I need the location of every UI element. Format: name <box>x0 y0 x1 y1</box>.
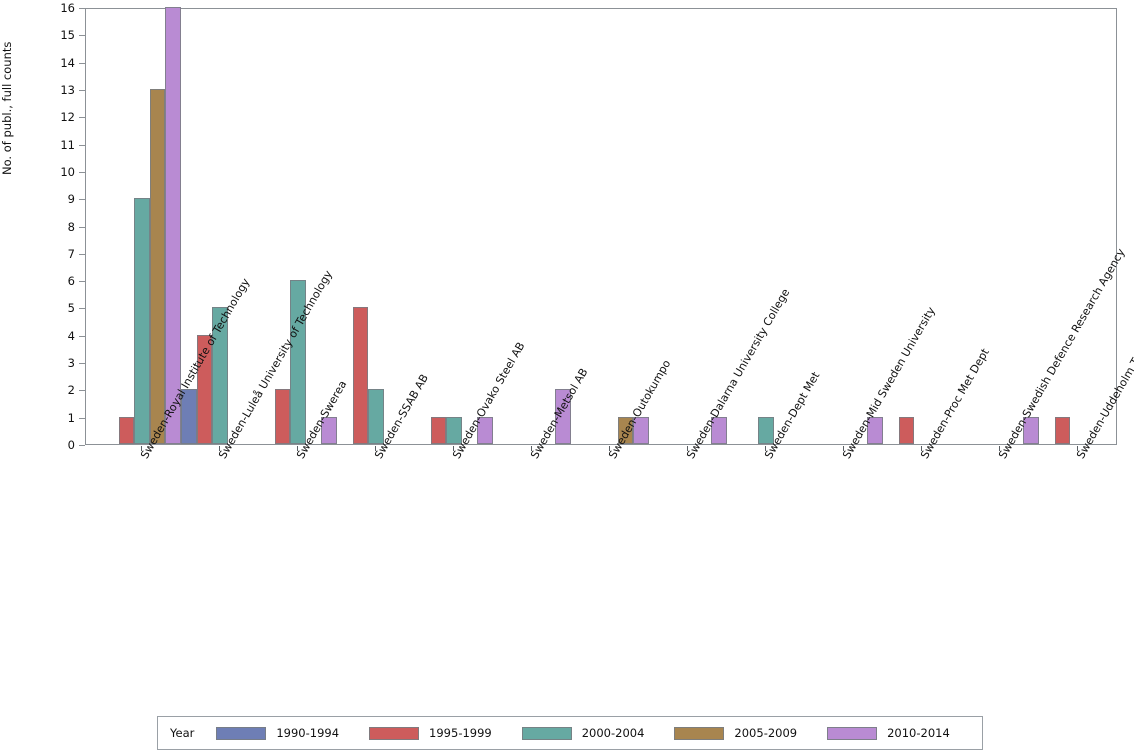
legend-swatch-icon <box>216 726 267 740</box>
y-tick-mark <box>79 253 85 255</box>
legend-label: 2005-2009 <box>734 726 798 740</box>
bar <box>196 334 212 444</box>
legend-title: Year <box>170 726 195 740</box>
bar <box>711 416 727 444</box>
y-tick-label: 1 <box>67 410 75 425</box>
bars-container <box>86 7 1116 444</box>
y-tick-mark <box>79 62 85 64</box>
bar <box>898 416 914 444</box>
y-tick-label: 9 <box>67 192 75 207</box>
y-tick-label: 11 <box>60 137 75 152</box>
legend-label: 2000-2004 <box>581 726 645 740</box>
bar <box>633 416 649 444</box>
legend-item[interactable]: 2010-2014 <box>827 726 950 740</box>
bar <box>134 198 150 444</box>
legend-swatch-icon <box>674 726 725 740</box>
legend-label: 1990-1994 <box>276 726 340 740</box>
y-tick-mark <box>79 281 85 283</box>
y-tick-mark <box>79 199 85 201</box>
x-tick-mark <box>452 446 454 451</box>
x-tick-mark <box>686 446 688 451</box>
bar <box>446 416 462 444</box>
legend-swatch-icon <box>521 726 572 740</box>
y-tick-mark <box>79 308 85 310</box>
legend-item[interactable]: 2000-2004 <box>521 726 645 740</box>
legend-label: 1995-1999 <box>429 726 492 740</box>
legend-swatch-icon <box>369 726 420 740</box>
x-tick-mark <box>530 446 532 451</box>
y-tick-mark <box>79 171 85 173</box>
y-tick-mark <box>79 35 85 37</box>
bar <box>181 389 197 444</box>
y-tick-label: 16 <box>60 1 75 15</box>
bar <box>274 389 290 444</box>
y-tick-label: 0 <box>67 438 75 452</box>
y-tick-mark <box>79 363 85 365</box>
bar <box>165 7 181 444</box>
y-tick-label: 10 <box>60 164 75 179</box>
x-tick-mark <box>998 446 1000 451</box>
bar <box>368 389 384 444</box>
legend-item[interactable]: 1995-1999 <box>369 726 492 740</box>
x-tick-mark <box>1076 446 1078 451</box>
y-tick-label: 5 <box>67 301 75 316</box>
bar <box>352 307 368 444</box>
bar <box>1054 416 1070 444</box>
y-tick-label: 6 <box>67 274 75 289</box>
y-tick-label: 14 <box>60 55 75 70</box>
legend-item[interactable]: 1990-1994 <box>216 726 339 740</box>
y-tick-label: 4 <box>67 328 75 343</box>
y-tick-label: 13 <box>60 82 75 97</box>
y-tick-label: 8 <box>67 219 75 234</box>
y-tick-mark <box>79 335 85 337</box>
bar <box>212 307 228 444</box>
x-tick-mark <box>374 446 376 451</box>
x-tick-mark <box>920 446 922 451</box>
y-tick-mark <box>79 445 85 446</box>
bar <box>555 389 571 444</box>
y-tick-label: 3 <box>67 356 75 371</box>
y-tick-label: 7 <box>67 246 75 261</box>
x-tick-mark <box>218 446 220 451</box>
y-tick-mark <box>79 144 85 146</box>
y-tick-mark <box>79 417 85 419</box>
y-tick-mark <box>79 390 85 392</box>
bar <box>477 416 493 444</box>
y-tick-label: 15 <box>60 28 75 43</box>
bar <box>617 416 633 444</box>
plot-area <box>85 7 1117 445</box>
bar <box>149 88 165 444</box>
y-tick-mark <box>79 8 85 9</box>
y-tick-mark <box>79 226 85 228</box>
bar <box>1023 416 1039 444</box>
legend-label: 2010-2014 <box>887 726 950 740</box>
x-tick-mark <box>296 446 298 451</box>
y-tick-mark <box>79 89 85 91</box>
bar <box>290 280 306 444</box>
y-tick-mark <box>79 117 85 119</box>
legend-swatch-icon <box>827 726 878 740</box>
legend: Year 1990-1994 1995-1999 2000-2004 2005-200… <box>157 716 983 750</box>
legend-item[interactable]: 2005-2009 <box>674 726 797 740</box>
bar <box>867 416 883 444</box>
legend-items: 1990-1994 1995-1999 2000-2004 2005-2009 2010… <box>216 726 979 740</box>
bar <box>321 416 337 444</box>
x-tick-mark <box>608 446 610 451</box>
y-tick-label: 12 <box>60 110 75 125</box>
x-tick-mark <box>842 446 844 451</box>
bar <box>118 416 134 444</box>
x-tick-mark <box>140 446 142 451</box>
x-tick-mark <box>764 446 766 451</box>
y-tick-label: 2 <box>67 383 75 398</box>
bar <box>430 416 446 444</box>
bar <box>758 416 774 444</box>
